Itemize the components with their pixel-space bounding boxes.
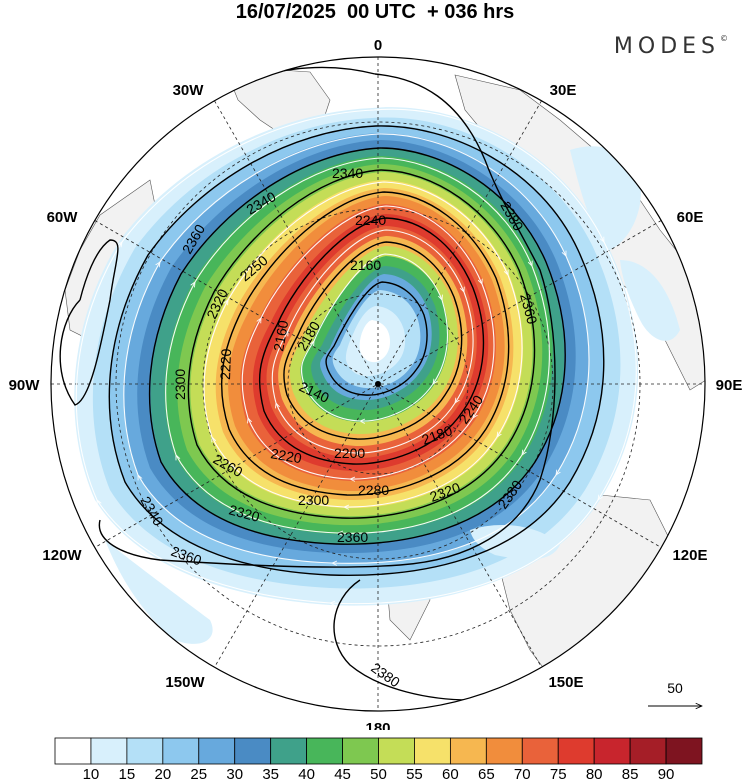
colorbar-cell	[449, 737, 487, 765]
geopotential-contours	[59, 66, 605, 701]
contour-label: 2200	[334, 445, 365, 461]
lon-label-150e: 150E	[548, 674, 583, 691]
brand-name: MODES	[613, 34, 720, 59]
lon-label-150w: 150W	[165, 674, 205, 691]
contour-label: 2360	[337, 529, 368, 545]
lon-label-90e: 90E	[716, 377, 743, 394]
colorbar-label: 70	[514, 766, 531, 782]
north-pole-dot	[375, 381, 381, 387]
colorbar-cell	[414, 737, 451, 765]
contour-label: 2340	[332, 165, 363, 181]
longitude-labels: 0 180 30W 30E 60W 60E 90W 90E 120W 120E …	[9, 37, 743, 730]
colorbar-cells	[54, 737, 703, 765]
contour-label: 2240	[355, 212, 386, 228]
lon-label-60w: 60W	[47, 209, 79, 226]
colorbar-labels: 10 15 20 25 30 35 40 45 50 55 60 65 70 75 80 85 90	[83, 766, 675, 782]
streamline-ring-7	[75, 108, 637, 603]
map-title: 16/07/2025 00 UTC + 036 hrs	[235, 1, 515, 23]
contour-label: 2160	[270, 319, 291, 353]
lon-label-30w: 30W	[173, 82, 205, 99]
contour-2380-west-loop	[59, 239, 119, 406]
contour-label: 2320	[227, 501, 261, 525]
colorbar-label: 60	[442, 766, 459, 782]
colorbar-label: 10	[83, 766, 100, 782]
copyright-mark: ©	[720, 34, 728, 43]
colorbar-cell	[665, 737, 703, 765]
colorbar-label: 15	[119, 766, 136, 782]
contour-label: 2280	[358, 482, 389, 498]
lon-label-120w: 120W	[42, 547, 82, 564]
contour-label: 2160	[350, 257, 381, 273]
colorbar-cell	[162, 737, 200, 765]
contour-2300	[187, 169, 536, 519]
colorbar-cell	[378, 737, 415, 765]
colorbar-label: 75	[550, 766, 567, 782]
contour-2180	[283, 241, 463, 440]
wind-reference: 50	[648, 680, 702, 706]
colorbar-label: 80	[586, 766, 603, 782]
colorbar-label: 40	[298, 766, 315, 782]
colorbar-label: 30	[226, 766, 243, 782]
contour-2340	[148, 147, 566, 545]
colorbar-label: 50	[370, 766, 387, 782]
colorbar-cell	[126, 737, 164, 765]
colorbar-label: 90	[658, 766, 675, 782]
lon-label-120e: 120E	[672, 547, 707, 564]
colorbar-label: 65	[478, 766, 495, 782]
colorbar-cell	[342, 737, 379, 765]
contour-labels: 2340 2340 2360 2380 2240 2160 2250 2320 …	[137, 165, 540, 690]
lon-label-90w: 90W	[9, 377, 41, 394]
contour-2380-east	[98, 73, 556, 568]
map-disk: 2340 2340 2360 2380 2240 2160 2250 2320 …	[51, 57, 705, 711]
colorbar-cell	[270, 737, 308, 765]
light-patch-east	[570, 146, 641, 250]
colorbar-cell	[306, 737, 343, 765]
colorbar-cell	[557, 737, 595, 765]
wind-reference-label: 50	[667, 680, 683, 696]
contour-2380-south	[333, 579, 471, 701]
contour-label: 2300	[298, 492, 329, 508]
colorbar-label: 25	[190, 766, 207, 782]
contour-2260	[221, 191, 510, 496]
colorbar-cell	[485, 737, 523, 765]
light-patch-east-2	[620, 260, 680, 341]
colorbar-label: 55	[406, 766, 423, 782]
colorbar: 10 15 20 25 30 35 40 45 50 55 60 65 70 75 80 85 90	[54, 737, 703, 782]
colorbar-cell	[593, 737, 631, 765]
colorbar-cell	[234, 737, 272, 765]
colorbar-label: 45	[334, 766, 351, 782]
colorbar-label: 35	[262, 766, 279, 782]
colorbar-cell	[54, 737, 92, 765]
wind-streamlines	[75, 108, 637, 603]
colorbar-cell	[521, 737, 559, 765]
contour-label: 2220	[269, 445, 303, 466]
map-boundary	[50, 56, 706, 712]
lon-label-60e: 60E	[677, 209, 704, 226]
contour-2140	[325, 281, 428, 396]
colorbar-label: 85	[622, 766, 639, 782]
lon-label-180: 180	[365, 720, 390, 730]
lon-label-0: 0	[374, 37, 382, 54]
contour-2360	[108, 125, 605, 577]
colorbar-cell	[90, 737, 128, 765]
colorbar-label: 20	[154, 766, 171, 782]
modes-logo: MODES©	[614, 34, 728, 59]
contour-label: 2220	[217, 348, 234, 380]
contour-2220	[258, 217, 485, 465]
polar-wind-map: 2340 2340 2360 2380 2240 2160 2250 2320 …	[9, 37, 743, 730]
contour-label: 2360	[517, 292, 541, 326]
colorbar-cell	[198, 737, 236, 765]
lon-label-30e: 30E	[550, 82, 577, 99]
contour-label: 2300	[172, 369, 188, 400]
colorbar-cell	[629, 737, 667, 765]
